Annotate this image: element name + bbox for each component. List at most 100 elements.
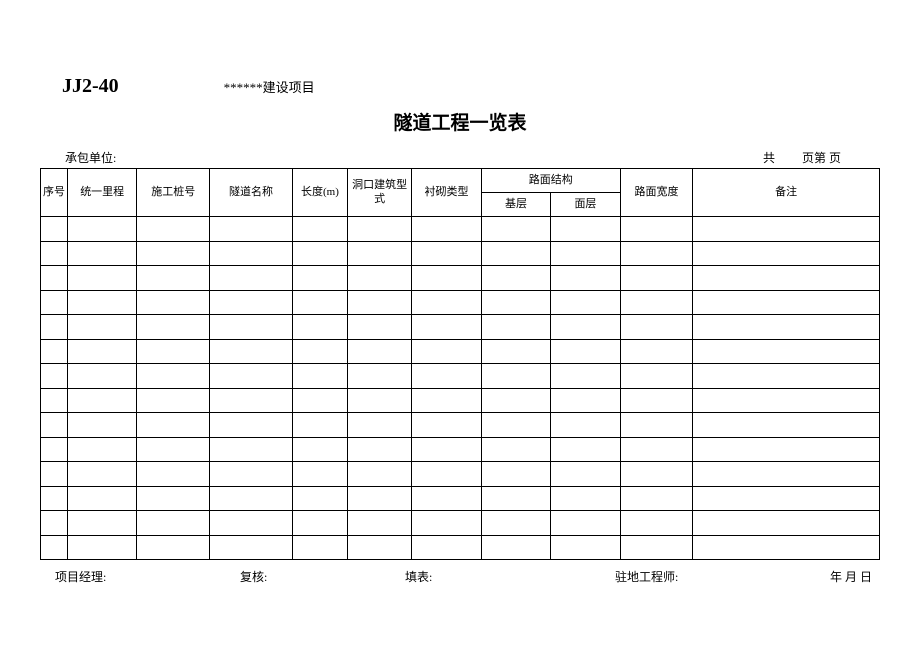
table-cell	[67, 462, 136, 487]
table-row	[41, 437, 880, 462]
table-cell	[41, 339, 68, 364]
table-cell	[693, 486, 880, 511]
col-road-width: 路面宽度	[620, 169, 693, 217]
col-remarks: 备注	[693, 169, 880, 217]
table-cell	[210, 266, 293, 291]
table-cell	[551, 486, 620, 511]
table-cell	[412, 462, 481, 487]
table-cell	[67, 339, 136, 364]
table-cell	[620, 241, 693, 266]
table-cell	[412, 315, 481, 340]
table-cell	[693, 413, 880, 438]
col-pavement-struct: 路面结构	[481, 169, 620, 193]
table-cell	[347, 413, 411, 438]
table-cell	[481, 486, 550, 511]
table-cell	[41, 535, 68, 560]
table-cell	[347, 511, 411, 536]
table-cell	[347, 437, 411, 462]
table-cell	[137, 413, 210, 438]
table-cell	[620, 339, 693, 364]
info-row: 承包单位: 共 页第 页	[65, 149, 865, 166]
page-num-label: 页第 页	[802, 151, 841, 165]
col-length: 长度(m)	[292, 169, 347, 217]
table-cell	[412, 339, 481, 364]
page-total-label: 共	[763, 151, 775, 165]
table-cell	[210, 462, 293, 487]
table-cell	[551, 290, 620, 315]
table-cell	[137, 241, 210, 266]
table-cell	[347, 462, 411, 487]
table-cell	[67, 486, 136, 511]
table-row	[41, 462, 880, 487]
table-cell	[481, 511, 550, 536]
table-cell	[347, 339, 411, 364]
fill-label: 填表:	[405, 568, 615, 585]
table-cell	[292, 217, 347, 242]
table-cell	[210, 315, 293, 340]
table-cell	[210, 290, 293, 315]
col-mileage: 统一里程	[67, 169, 136, 217]
table-cell	[292, 364, 347, 389]
table-cell	[412, 364, 481, 389]
table-cell	[551, 511, 620, 536]
table-cell	[41, 217, 68, 242]
table-cell	[347, 486, 411, 511]
table-row	[41, 413, 880, 438]
table-cell	[481, 290, 550, 315]
table-cell	[551, 339, 620, 364]
table-cell	[481, 364, 550, 389]
table-cell	[137, 290, 210, 315]
table-cell	[347, 535, 411, 560]
table-cell	[551, 315, 620, 340]
table-cell	[412, 437, 481, 462]
table-cell	[41, 462, 68, 487]
table-cell	[347, 364, 411, 389]
table-cell	[693, 217, 880, 242]
table-cell	[67, 364, 136, 389]
table-cell	[137, 315, 210, 340]
table-cell	[67, 266, 136, 291]
table-row	[41, 486, 880, 511]
table-cell	[292, 535, 347, 560]
table-cell	[210, 413, 293, 438]
table-cell	[347, 217, 411, 242]
table-cell	[693, 535, 880, 560]
table-cell	[137, 486, 210, 511]
table-cell	[347, 388, 411, 413]
table-row	[41, 217, 880, 242]
date-label: 年 月 日	[830, 568, 872, 585]
table-cell	[693, 266, 880, 291]
table-cell	[210, 364, 293, 389]
table-cell	[67, 511, 136, 536]
table-cell	[41, 437, 68, 462]
table-row	[41, 315, 880, 340]
table-cell	[412, 266, 481, 291]
table-cell	[292, 486, 347, 511]
table-cell	[292, 511, 347, 536]
table-row	[41, 511, 880, 536]
table-cell	[551, 217, 620, 242]
table-cell	[67, 413, 136, 438]
table-cell	[210, 217, 293, 242]
col-stake: 施工桩号	[137, 169, 210, 217]
table-cell	[481, 413, 550, 438]
table-cell	[620, 437, 693, 462]
table-cell	[137, 535, 210, 560]
table-cell	[347, 241, 411, 266]
table-cell	[693, 388, 880, 413]
form-code: JJ2-40	[62, 75, 119, 98]
table-cell	[210, 486, 293, 511]
table-cell	[347, 290, 411, 315]
table-cell	[620, 217, 693, 242]
review-label: 复核:	[240, 568, 405, 585]
table-cell	[137, 388, 210, 413]
table-cell	[41, 241, 68, 266]
table-row	[41, 535, 880, 560]
table-cell	[210, 339, 293, 364]
table-cell	[137, 364, 210, 389]
col-tunnel-name: 隧道名称	[210, 169, 293, 217]
table-cell	[67, 217, 136, 242]
table-cell	[41, 315, 68, 340]
table-cell	[210, 535, 293, 560]
table-row	[41, 364, 880, 389]
